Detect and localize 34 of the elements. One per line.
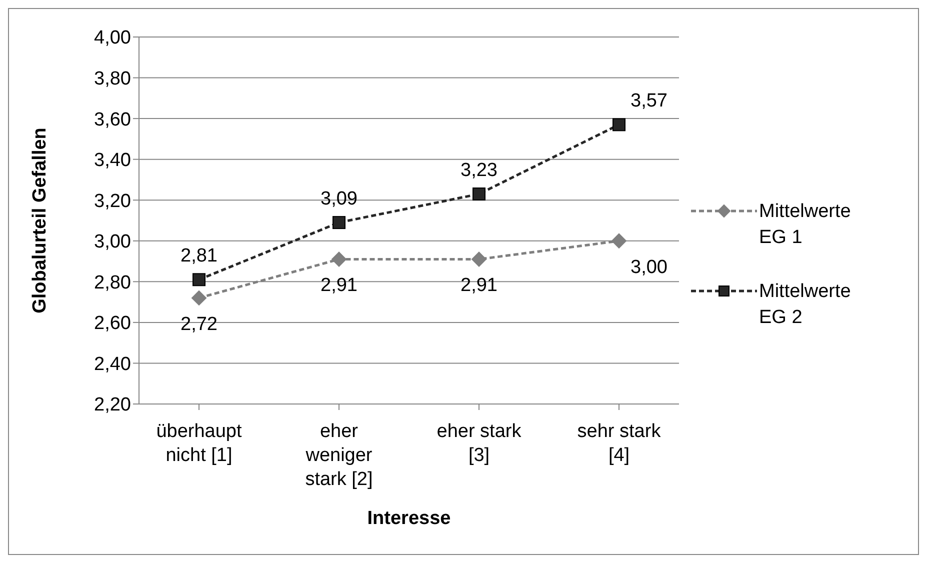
x-tick-label: überhaupt nicht [1] [156, 421, 243, 466]
y-tick-label: 2,20 [94, 394, 131, 416]
data-label: 2,91 [460, 275, 498, 296]
y-tick-label: 2,40 [94, 354, 131, 375]
y-tick-label: 2,60 [94, 313, 131, 334]
y-tick-label: 3,40 [94, 150, 131, 172]
x-axis-title: Interesse [367, 508, 451, 529]
y-tick-label: 3,20 [94, 190, 131, 212]
x-tick-label: eher stark [3] [436, 421, 522, 466]
y-axis-title: Globalurteil Gefallen [30, 128, 51, 314]
point [612, 118, 626, 132]
point [332, 216, 346, 230]
data-label: 2,91 [320, 275, 358, 296]
data-label: 2,72 [180, 314, 218, 335]
y-tick-label: 2,80 [94, 272, 131, 294]
y-tick-label: 3,80 [94, 68, 131, 90]
legend-label: Mittelwerte EG 1 [759, 200, 852, 250]
point [192, 273, 206, 286]
data-label: 2,81 [180, 246, 218, 267]
data-label: 3,23 [460, 160, 498, 181]
point [472, 252, 486, 267]
y-tick-label: 3,60 [94, 109, 131, 130]
data-label: 3,57 [630, 90, 668, 112]
y-tick-label: 4,00 [94, 28, 131, 49]
data-label: 3,09 [320, 188, 358, 210]
y-tick-label: 3,00 [94, 232, 131, 253]
x-tick-label: eher weniger stark [2] [304, 421, 373, 490]
data-label: 3,00 [630, 256, 668, 278]
x-tick-label: sehr stark [4] [577, 421, 662, 466]
point [472, 187, 486, 200]
point [612, 233, 626, 248]
legend-label: Mittelwerte EG 2 [759, 280, 852, 330]
point [192, 290, 206, 306]
point [332, 252, 346, 267]
